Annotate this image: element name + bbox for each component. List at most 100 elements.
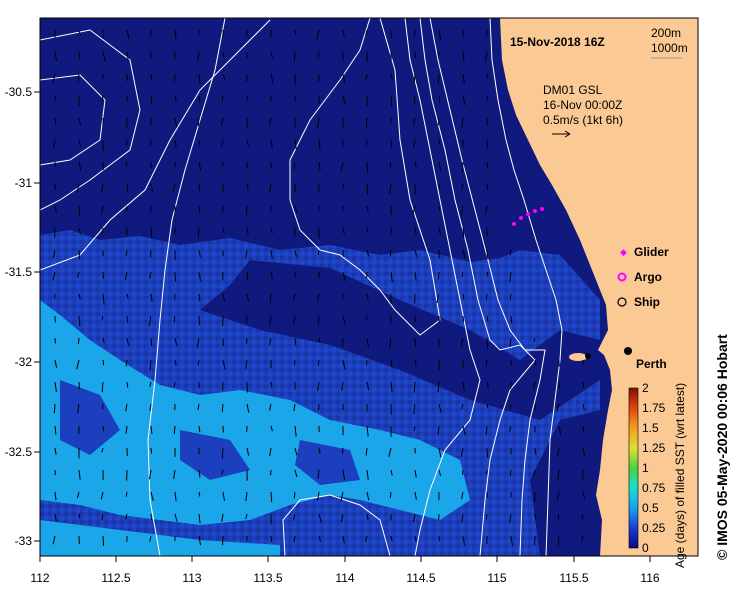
- current-vector: [462, 469, 464, 476]
- current-vector: [390, 535, 393, 542]
- current-vector: [485, 293, 488, 301]
- current-vector: [246, 271, 249, 281]
- current-vector: [221, 403, 224, 413]
- current-vector: [246, 29, 248, 36]
- current-vector: [414, 51, 417, 59]
- current-vector: [412, 513, 416, 523]
- current-vector: [390, 139, 393, 148]
- colorbar-tick: 2: [642, 381, 649, 395]
- y-axis: -30.5 -31 -31.5 -32 -32.5 -33: [5, 85, 40, 548]
- current-vector: [78, 293, 81, 300]
- current-vector: [294, 447, 298, 456]
- current-vector: [557, 469, 560, 481]
- current-vector: [294, 139, 297, 150]
- current-vector: [486, 381, 489, 389]
- current-vector: [486, 271, 489, 277]
- current-vector: [462, 73, 465, 84]
- y-tick: -31.5: [5, 265, 33, 279]
- current-vector: [101, 513, 104, 521]
- current-vector: [342, 293, 344, 299]
- current-vector: [150, 139, 152, 146]
- x-tick: 115.5: [559, 571, 588, 585]
- current-vector: [365, 315, 368, 321]
- current-vector: [366, 205, 369, 213]
- current-vector: [438, 117, 440, 126]
- current-vector: [366, 183, 369, 195]
- current-vector: [510, 359, 513, 366]
- current-vector: [245, 249, 248, 259]
- current-vector: [222, 491, 225, 501]
- current-vector: [246, 227, 249, 235]
- y-tick: -32.5: [5, 445, 33, 459]
- current-vector: [198, 271, 201, 282]
- current-vector: [317, 469, 320, 479]
- current-vector: [342, 447, 344, 454]
- current-vector: [294, 425, 297, 437]
- current-vector: [198, 73, 201, 85]
- current-vector: [293, 161, 296, 170]
- current-vector: [54, 447, 57, 455]
- current-vector: [318, 535, 321, 543]
- current-vector: [101, 95, 104, 102]
- current-vector: [173, 315, 176, 323]
- current-vector: [78, 337, 80, 344]
- current-vector: [316, 293, 320, 303]
- current-vector: [534, 447, 537, 456]
- current-vector: [461, 117, 464, 128]
- current-vector: [126, 315, 129, 323]
- current-vector: [318, 337, 321, 344]
- current-vector: [462, 535, 465, 546]
- current-vector: [342, 29, 345, 37]
- current-vector: [340, 491, 344, 502]
- current-vector: [342, 73, 346, 83]
- current-vector: [293, 51, 296, 61]
- current-vector: [76, 491, 80, 499]
- current-vector: [437, 425, 440, 435]
- current-vector: [413, 425, 416, 432]
- current-vector: [486, 183, 489, 191]
- current-vector: [54, 95, 57, 101]
- current-vector: [342, 315, 346, 325]
- current-vector: [534, 513, 537, 521]
- current-vector: [149, 535, 152, 542]
- current-vector: [222, 51, 225, 58]
- current-vector: [582, 447, 586, 457]
- current-vector: [413, 95, 416, 105]
- current-vector: [126, 337, 130, 346]
- current-vector: [102, 535, 105, 546]
- map-field: [40, 18, 698, 556]
- current-vector: [198, 249, 201, 258]
- current-vector: [438, 29, 442, 41]
- current-vector: [54, 381, 57, 393]
- current-vector: [150, 95, 153, 104]
- current-vector: [270, 535, 273, 542]
- current-vector: [438, 271, 440, 280]
- current-vector: [366, 249, 370, 257]
- current-vector: [124, 271, 128, 281]
- y-tick: -32: [15, 355, 33, 369]
- current-vector: [270, 227, 273, 234]
- ship-icon: [617, 297, 627, 307]
- current-vector: [486, 403, 489, 409]
- current-dataset: DM01 GSL: [543, 83, 603, 97]
- current-vector: [366, 469, 369, 480]
- current-vector: [582, 381, 585, 389]
- current-vector: [413, 139, 416, 148]
- current-vector: [54, 51, 58, 61]
- x-tick: 116: [640, 571, 659, 585]
- current-vector: [294, 359, 296, 366]
- current-vector: [461, 513, 464, 523]
- colorbar-gradient: [628, 387, 639, 549]
- current-vector: [390, 271, 393, 283]
- current-vector: [54, 205, 57, 213]
- current-vector: [102, 337, 105, 344]
- y-tick: -30.5: [5, 85, 33, 99]
- current-vector: [222, 227, 225, 234]
- x-tick: 112.5: [101, 571, 130, 585]
- current-vector: [317, 249, 320, 256]
- current-vector: [461, 271, 464, 278]
- current-vector: [414, 469, 417, 478]
- current-vector: [366, 293, 369, 301]
- colorbar-tick: 1: [642, 461, 649, 475]
- current-vector: [78, 381, 80, 390]
